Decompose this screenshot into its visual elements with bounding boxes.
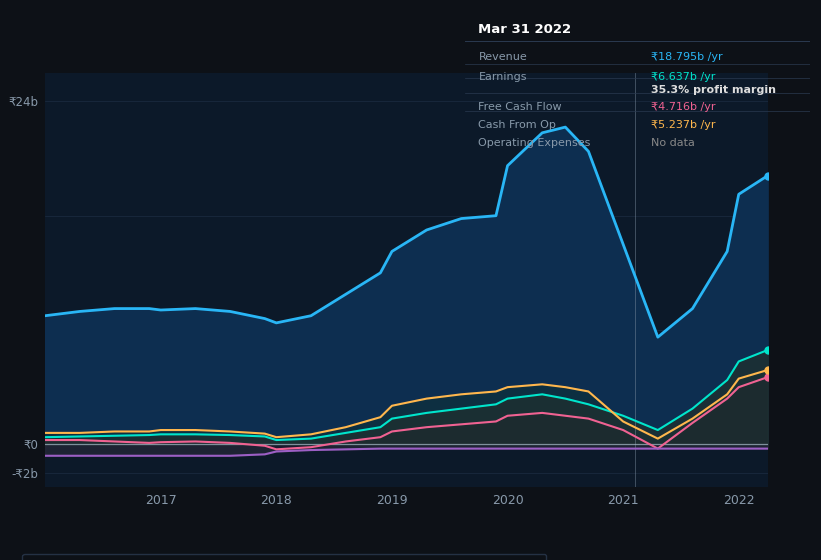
Text: Earnings: Earnings (479, 72, 527, 82)
Text: Mar 31 2022: Mar 31 2022 (479, 24, 571, 36)
Text: ₹18.795b /yr: ₹18.795b /yr (651, 52, 722, 62)
Text: Revenue: Revenue (479, 52, 527, 62)
Text: 35.3% profit margin: 35.3% profit margin (651, 85, 776, 95)
Text: No data: No data (651, 138, 695, 148)
Text: ₹4.716b /yr: ₹4.716b /yr (651, 102, 715, 112)
Text: ₹5.237b /yr: ₹5.237b /yr (651, 120, 715, 130)
Text: Free Cash Flow: Free Cash Flow (479, 102, 562, 112)
Text: ₹6.637b /yr: ₹6.637b /yr (651, 72, 715, 82)
Text: Operating Expenses: Operating Expenses (479, 138, 591, 148)
Legend: Revenue, Earnings, Free Cash Flow, Cash From Op, Operating Expenses: Revenue, Earnings, Free Cash Flow, Cash … (22, 554, 546, 560)
Text: Cash From Op: Cash From Op (479, 120, 557, 130)
